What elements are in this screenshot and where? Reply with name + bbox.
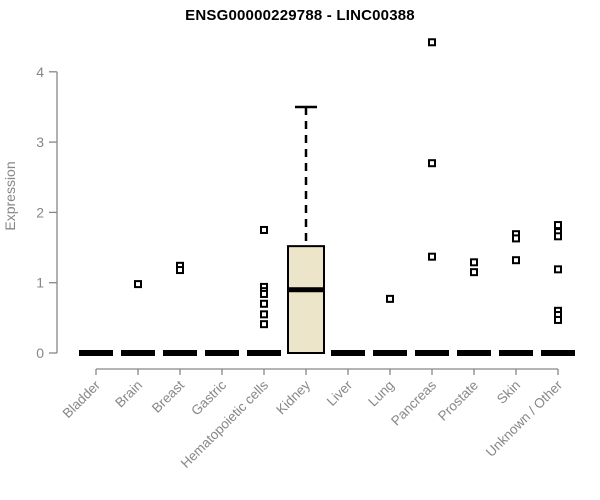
data-point[interactable]	[176, 266, 184, 275]
y-tick-label: 2	[36, 204, 44, 220]
data-point[interactable]	[554, 232, 562, 241]
median-bar	[163, 350, 197, 356]
category-label: Gastric	[188, 377, 229, 418]
data-point[interactable]	[554, 315, 562, 324]
data-point[interactable]	[428, 252, 436, 261]
data-point[interactable]	[260, 299, 268, 308]
y-tick-label: 0	[36, 345, 44, 361]
data-point[interactable]	[260, 310, 268, 319]
data-point[interactable]	[512, 234, 520, 243]
data-point[interactable]	[428, 159, 436, 168]
category-label: Unknown / Other	[483, 377, 566, 460]
box[interactable]	[287, 245, 325, 354]
median-bar	[499, 350, 533, 356]
category-label: Liver	[324, 377, 356, 409]
y-tick-label: 3	[36, 134, 44, 150]
category-label: Brain	[112, 378, 145, 411]
median-bar	[373, 350, 407, 356]
median-bar	[247, 350, 281, 356]
data-point[interactable]	[470, 258, 478, 267]
median-bar	[541, 350, 575, 356]
data-point[interactable]	[470, 268, 478, 277]
data-point[interactable]	[512, 256, 520, 265]
median-bar	[415, 350, 449, 356]
data-point[interactable]	[260, 289, 268, 298]
data-point[interactable]	[134, 280, 142, 289]
median-bar	[79, 350, 113, 356]
data-point[interactable]	[260, 320, 268, 329]
category-label: Skin	[494, 378, 523, 407]
data-point[interactable]	[260, 225, 268, 234]
y-axis-title: Expression	[2, 161, 18, 230]
median-bar	[121, 350, 155, 356]
category-label: Bladder	[60, 377, 104, 421]
data-point[interactable]	[554, 265, 562, 274]
median-line	[288, 287, 324, 293]
category-label: Breast	[149, 377, 187, 415]
chart-title: ENSG00000229788 - LINC00388	[185, 7, 415, 24]
data-point[interactable]	[428, 38, 436, 47]
median-bar	[457, 350, 491, 356]
category-label: Pancreas	[388, 377, 439, 428]
category-label: Lung	[365, 378, 397, 410]
data-point[interactable]	[386, 294, 394, 303]
median-bar	[331, 350, 365, 356]
y-tick-label: 4	[36, 64, 44, 80]
data-point[interactable]	[554, 221, 562, 230]
y-tick-label: 1	[36, 275, 44, 291]
category-label: Prostate	[435, 378, 481, 424]
category-label: Kidney	[273, 377, 313, 417]
median-bar	[205, 350, 239, 356]
